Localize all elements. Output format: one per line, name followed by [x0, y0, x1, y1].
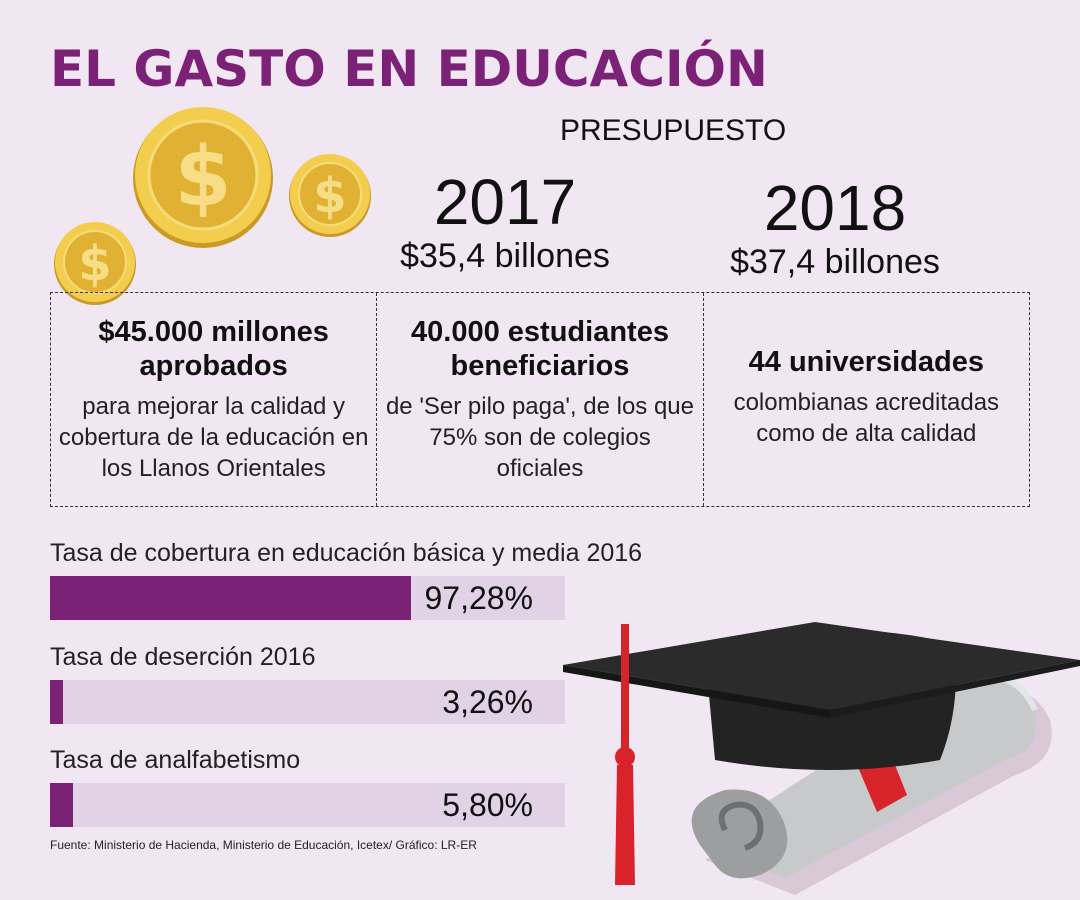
tassel-icon: [615, 624, 635, 885]
source-note: Fuente: Ministerio de Hacienda, Minister…: [50, 838, 477, 852]
dollar-coin-icon: $: [289, 154, 371, 237]
stat-bar: 5,80%: [50, 783, 565, 827]
svg-text:$: $: [78, 236, 111, 292]
svg-text:$: $: [313, 168, 346, 224]
stat-value: 97,28%: [424, 580, 533, 616]
budget-year: 2018: [763, 172, 907, 244]
highlight-desc: de 'Ser pilo paga', de los que 75% son d…: [385, 393, 695, 482]
stat-label: Tasa de deserción 2016: [50, 643, 316, 671]
page-title: EL GASTO EN EDUCACIÓN: [50, 40, 768, 98]
highlight-desc: colombianas acreditadas como de alta cal…: [733, 389, 1000, 447]
highlight-head: 40.000 estudiantes beneficiarios: [411, 316, 669, 382]
highlight-box: 44 universidades colombianas acreditadas…: [702, 293, 1029, 506]
graduation-illustration: [563, 622, 1080, 895]
stat-value: 3,26%: [442, 684, 533, 720]
stat-value: 5,80%: [442, 787, 533, 823]
stat-bar-fill: [50, 680, 63, 724]
budget-year: 2017: [433, 166, 577, 238]
stat-label: Tasa de cobertura en educación básica y …: [50, 539, 643, 567]
budget-amount: $37,4 billones: [730, 243, 940, 281]
highlight-desc: para mejorar la calidad y cobertura de l…: [58, 393, 369, 482]
svg-text:$: $: [174, 130, 231, 225]
highlight-box: 40.000 estudiantes beneficiarios de 'Ser…: [376, 293, 702, 506]
graduation-cap-icon: [563, 622, 1080, 885]
stat-cobertura: Tasa de cobertura en educación básica y …: [50, 538, 643, 620]
stat-desercion: Tasa de deserción 2016 3,26%: [50, 642, 565, 724]
stat-bar: 97,28%: [50, 576, 565, 620]
stat-analfabetismo: Tasa de analfabetismo 5,80%: [50, 745, 565, 827]
stat-bar-fill: [50, 783, 74, 827]
budget-2017: 2017 $35,4 billones: [380, 170, 630, 276]
highlight-head: 44 universidades: [748, 346, 984, 378]
highlight-head: $45.000 millones aprobados: [98, 316, 329, 382]
presupuesto-label: PRESUPUESTO: [560, 114, 787, 147]
highlight-box: $45.000 millones aprobados para mejorar …: [51, 293, 376, 506]
diploma-scroll-icon: [691, 673, 1052, 895]
budget-amount: $35,4 billones: [400, 237, 610, 275]
stat-bar-fill: [50, 576, 411, 620]
stat-label: Tasa de analfabetismo: [50, 746, 301, 774]
dollar-coin-icon: $: [54, 222, 136, 305]
dollar-coin-icon: $: [133, 107, 273, 248]
stat-bar: 3,26%: [50, 680, 565, 724]
dollar-coins-icon: $ $ $: [54, 107, 371, 305]
highlights-panel: $45.000 millones aprobados para mejorar …: [50, 292, 1030, 507]
budget-2018: 2018 $37,4 billones: [710, 176, 960, 282]
